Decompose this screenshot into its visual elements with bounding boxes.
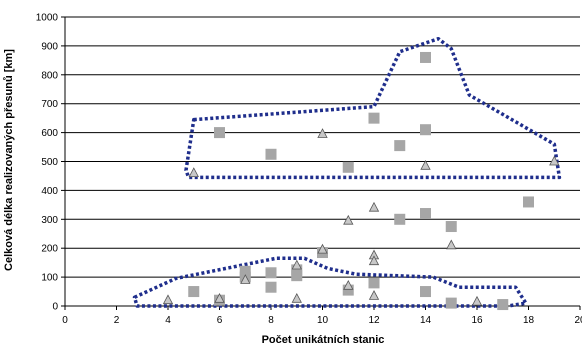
y-tick-label-800: 800 [41, 70, 58, 81]
x-tick-label-8: 8 [268, 315, 274, 326]
square-point-22 [445, 221, 457, 233]
square-point-21 [420, 286, 431, 298]
x-tick-label-18: 18 [523, 315, 535, 326]
square-point-16 [394, 140, 406, 152]
annotation-outline-2 [132, 256, 528, 308]
x-tick-label-14: 14 [420, 315, 432, 326]
triangle-point-16 [446, 239, 457, 250]
triangle-point-3 [214, 292, 225, 303]
triangle-point-15 [420, 159, 431, 170]
square-point-20 [420, 208, 431, 220]
triangle-point-9 [343, 214, 354, 225]
x-tick-label-2: 2 [114, 315, 120, 326]
square-point-9 [291, 270, 303, 282]
annotation-outline-1 [184, 36, 562, 180]
triangle-point-5 [291, 259, 302, 270]
square-point-25 [523, 196, 534, 208]
y-tick-label-0: 0 [52, 302, 58, 313]
square-point-23 [445, 297, 457, 309]
triangle-point-1 [162, 294, 174, 305]
x-tick-label-12: 12 [368, 315, 380, 326]
y-tick-label-300: 300 [41, 215, 58, 226]
y-tick-labels: 0 100 200 300 400 500 600 700 800 900 1000 [36, 13, 59, 313]
y-tick-label-700: 700 [41, 99, 58, 110]
square-point-19 [420, 124, 431, 136]
x-tick-label-10: 10 [317, 315, 329, 326]
square-point-10 [291, 264, 303, 276]
x-tick-label-0: 0 [62, 315, 68, 326]
square-point-8 [265, 281, 277, 293]
y-tick-label-100: 100 [41, 273, 58, 284]
square-point-2 [214, 127, 225, 139]
triangle-point-10 [343, 279, 354, 290]
square-point-1 [188, 286, 200, 298]
y-tick-label-600: 600 [41, 128, 58, 139]
triangle-point-14 [368, 290, 380, 300]
y-tick-label-200: 200 [41, 244, 58, 255]
x-axis-title: Počet unikátních stanic [262, 334, 385, 346]
x-tick-label-6: 6 [217, 315, 223, 326]
square-point-6 [265, 148, 277, 160]
x-tick-marks [64, 306, 581, 310]
y-tick-label-400: 400 [41, 186, 58, 197]
triangle-point-7 [317, 128, 328, 138]
y-tick-label-500: 500 [41, 157, 58, 168]
square-point-7 [265, 267, 277, 279]
grid-lines [61, 16, 580, 307]
square-point-17 [394, 213, 406, 225]
triangle-point-8 [317, 243, 328, 254]
y-axis-title: Celková délka realizovaných přesunů [km] [3, 49, 15, 271]
triangle-point-18 [549, 155, 560, 166]
x-tick-label-20: 20 [574, 315, 582, 326]
square-point-15 [368, 277, 380, 289]
square-point-12 [342, 161, 354, 173]
y-tick-label-900: 900 [41, 41, 58, 52]
triangle-point-6 [291, 292, 302, 303]
x-tick-labels: 0 2 4 6 8 10 12 14 16 18 20 [62, 315, 582, 326]
triangle-point-4 [240, 274, 251, 284]
x-tick-label-4: 4 [165, 315, 171, 326]
triangle-point-13 [368, 255, 380, 266]
square-point-13 [342, 284, 354, 296]
triangle-point-17 [471, 295, 483, 306]
data-points [162, 51, 560, 311]
triangle-point-2 [188, 167, 199, 178]
triangle-point-11 [368, 201, 380, 212]
square-point-18 [420, 51, 431, 63]
x-tick-label-16: 16 [471, 315, 483, 326]
square-point-4 [239, 265, 251, 277]
y-tick-label-1000: 1000 [36, 13, 59, 24]
square-point-14 [368, 112, 380, 124]
square-point-24 [497, 299, 509, 311]
